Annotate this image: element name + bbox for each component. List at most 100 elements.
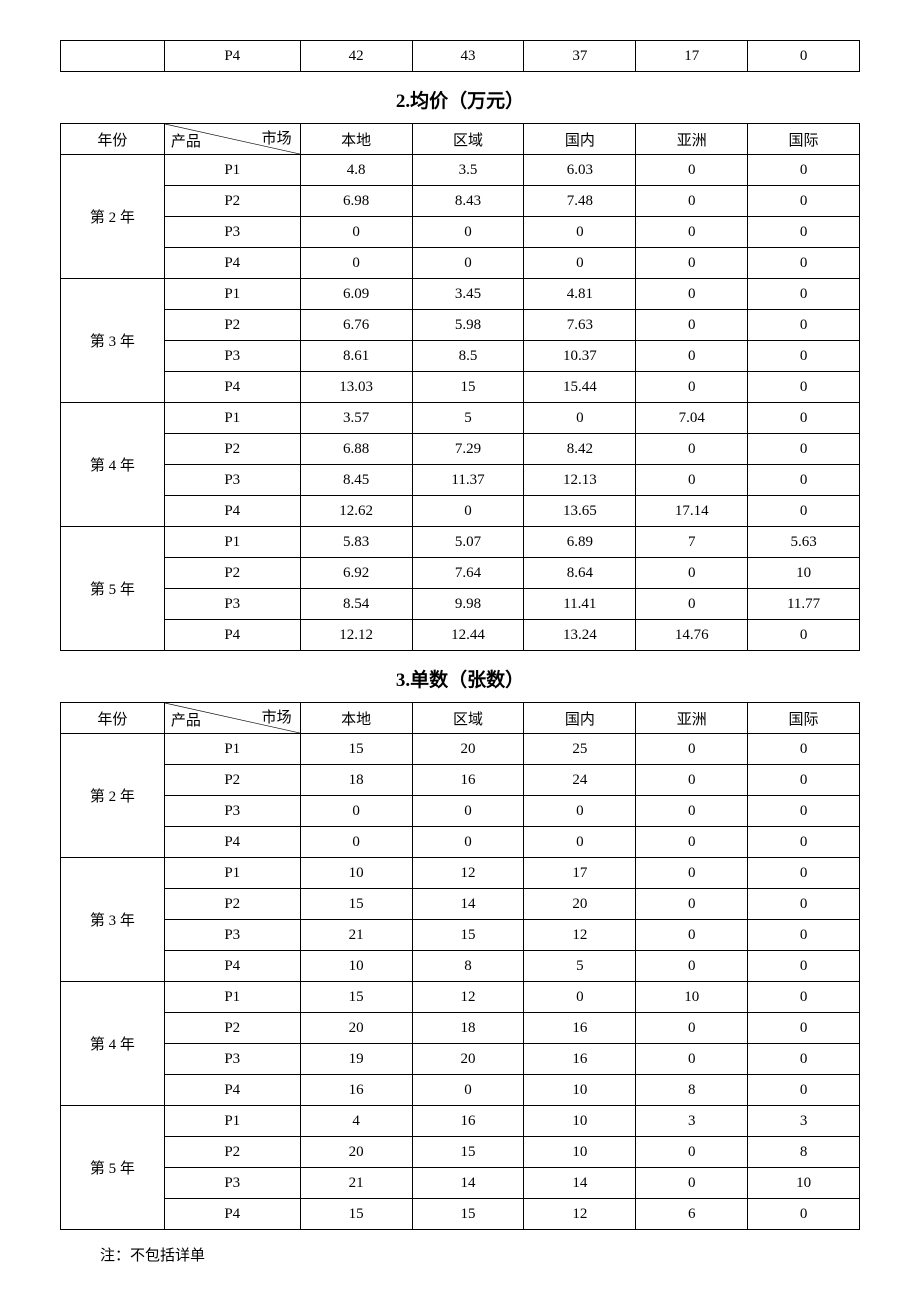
value-cell: 8.42 bbox=[524, 434, 636, 465]
header-market: 区域 bbox=[412, 124, 524, 155]
section-title-2: 2.均价（万元） bbox=[60, 86, 860, 113]
value-cell: 12 bbox=[412, 982, 524, 1013]
value-cell: 6.89 bbox=[524, 527, 636, 558]
value-cell: 7.29 bbox=[412, 434, 524, 465]
table-row: 第 3 年P16.093.454.8100 bbox=[61, 279, 860, 310]
value-cell: 0 bbox=[636, 310, 748, 341]
section-title-3: 3.单数（张数） bbox=[60, 665, 860, 692]
year-cell: 第 2 年 bbox=[61, 155, 165, 279]
table-row: P321151200 bbox=[61, 920, 860, 951]
value-cell: 5.98 bbox=[412, 310, 524, 341]
table-row: P41601080 bbox=[61, 1075, 860, 1106]
value-cell: 6.98 bbox=[300, 186, 412, 217]
value-cell: 0 bbox=[748, 310, 860, 341]
value-cell: 0 bbox=[636, 589, 748, 620]
value-cell: 13.24 bbox=[524, 620, 636, 651]
product-cell: P4 bbox=[164, 1199, 300, 1230]
value-cell: 0 bbox=[300, 827, 412, 858]
table-row: P26.887.298.4200 bbox=[61, 434, 860, 465]
product-cell: P3 bbox=[164, 1044, 300, 1075]
value-cell: 0 bbox=[748, 796, 860, 827]
value-cell: 10 bbox=[524, 1106, 636, 1137]
value-cell: 0 bbox=[524, 827, 636, 858]
value-cell: 4.8 bbox=[300, 155, 412, 186]
value-cell: 6.88 bbox=[300, 434, 412, 465]
value-cell: 21 bbox=[300, 1168, 412, 1199]
value-cell: 18 bbox=[412, 1013, 524, 1044]
year-cell: 第 3 年 bbox=[61, 858, 165, 982]
value-cell: 0 bbox=[412, 496, 524, 527]
value-cell: 24 bbox=[524, 765, 636, 796]
value-cell: 8.5 bbox=[412, 341, 524, 372]
value-cell: 0 bbox=[748, 465, 860, 496]
table-row: P220151008 bbox=[61, 1137, 860, 1168]
value-cell: 12.44 bbox=[412, 620, 524, 651]
value-cell: 0 bbox=[748, 496, 860, 527]
value-cell: 19 bbox=[300, 1044, 412, 1075]
value-cell: 5 bbox=[412, 403, 524, 434]
table-row: P38.4511.3712.1300 bbox=[61, 465, 860, 496]
value-cell: 0 bbox=[524, 248, 636, 279]
value-cell: 6.09 bbox=[300, 279, 412, 310]
header-diagonal: 市场产品 bbox=[164, 124, 300, 155]
value-cell: 0 bbox=[748, 341, 860, 372]
value-cell: 25 bbox=[524, 734, 636, 765]
product-cell: P1 bbox=[164, 858, 300, 889]
value-cell: 8.61 bbox=[300, 341, 412, 372]
value-cell: 11.37 bbox=[412, 465, 524, 496]
value-cell: 12 bbox=[412, 858, 524, 889]
table-header-row: 年份市场产品本地区域国内亚洲国际 bbox=[61, 124, 860, 155]
header-diagonal: 市场产品 bbox=[164, 703, 300, 734]
order-count-table: 年份市场产品本地区域国内亚洲国际第 2 年P115202500P21816240… bbox=[60, 702, 860, 1230]
table-row: P400000 bbox=[61, 248, 860, 279]
value-cell: 11.77 bbox=[748, 589, 860, 620]
product-cell: P2 bbox=[164, 558, 300, 589]
value-cell: 0 bbox=[524, 982, 636, 1013]
product-cell: P2 bbox=[164, 1013, 300, 1044]
value-cell: 15 bbox=[412, 1199, 524, 1230]
value-cell: 5.63 bbox=[748, 527, 860, 558]
header-market: 国际 bbox=[748, 124, 860, 155]
year-cell bbox=[61, 41, 165, 72]
table-row: 第 2 年P14.83.56.0300 bbox=[61, 155, 860, 186]
header-market: 国内 bbox=[524, 703, 636, 734]
value-cell: 12.62 bbox=[300, 496, 412, 527]
value-cell: 0 bbox=[748, 434, 860, 465]
value-cell: 20 bbox=[300, 1013, 412, 1044]
value-cell: 0 bbox=[636, 1013, 748, 1044]
value-cell: 0 bbox=[300, 796, 412, 827]
product-cell: P1 bbox=[164, 279, 300, 310]
value-cell: 0 bbox=[300, 248, 412, 279]
value-cell: 6 bbox=[636, 1199, 748, 1230]
value-cell: 8.43 bbox=[412, 186, 524, 217]
value-cell: 0 bbox=[636, 796, 748, 827]
value-cell: 21 bbox=[300, 920, 412, 951]
value-cell: 8.45 bbox=[300, 465, 412, 496]
value-cell: 0 bbox=[748, 620, 860, 651]
value-cell: 0 bbox=[636, 951, 748, 982]
table-row: P218162400 bbox=[61, 765, 860, 796]
header-year: 年份 bbox=[61, 124, 165, 155]
value-cell: 10 bbox=[524, 1075, 636, 1106]
value-cell: 0 bbox=[636, 372, 748, 403]
product-cell: P1 bbox=[164, 155, 300, 186]
header-market: 亚洲 bbox=[636, 124, 748, 155]
value-cell: 20 bbox=[524, 889, 636, 920]
value-cell: 12.13 bbox=[524, 465, 636, 496]
product-cell: P4 bbox=[164, 620, 300, 651]
table-row: P300000 bbox=[61, 796, 860, 827]
value-cell: 10 bbox=[300, 951, 412, 982]
value-cell: 0 bbox=[524, 217, 636, 248]
value-cell: 8 bbox=[636, 1075, 748, 1106]
value-cell: 0 bbox=[412, 1075, 524, 1106]
footnote: 注：不包括详单 bbox=[100, 1244, 860, 1265]
value-cell: 15.44 bbox=[524, 372, 636, 403]
product-cell: P4 bbox=[164, 1075, 300, 1106]
product-cell: P3 bbox=[164, 1168, 300, 1199]
header-market: 亚洲 bbox=[636, 703, 748, 734]
product-cell: P3 bbox=[164, 465, 300, 496]
header-diag-market: 市场 bbox=[262, 706, 292, 727]
value-cell: 10 bbox=[748, 558, 860, 589]
value-cell: 0 bbox=[748, 217, 860, 248]
value-cell: 0 bbox=[636, 558, 748, 589]
